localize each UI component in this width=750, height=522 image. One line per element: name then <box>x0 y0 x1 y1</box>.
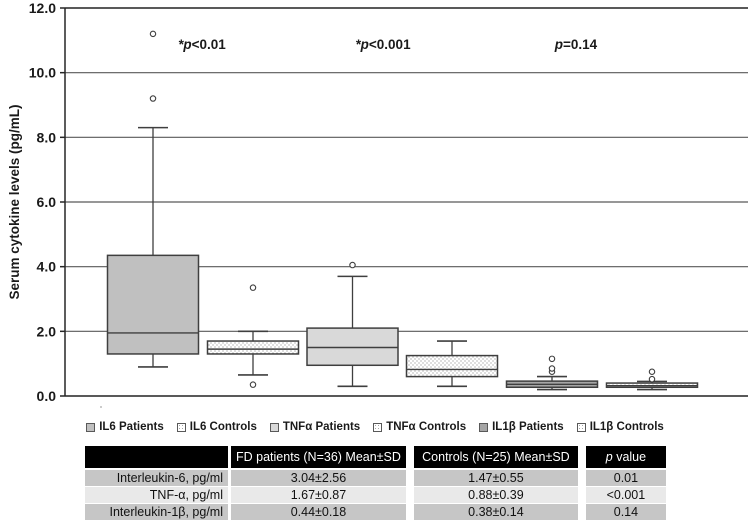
legend-item-1: IL6 Controls <box>176 421 257 433</box>
row-value: 0.14 <box>585 504 666 521</box>
chart-legend: IL6 Patients IL6 Controls TNFα Patients TNF… <box>0 419 750 435</box>
row-value: 0.44±0.18 <box>231 504 414 521</box>
y-axis-title: Serum cytokine levels (pg/mL) <box>7 104 22 299</box>
row-label: Interleukin-1β, pg/ml <box>85 504 231 521</box>
y-tick-label: 6.0 <box>37 194 57 210</box>
table-header-2: Controls (N=25) Mean±SD <box>413 446 586 470</box>
table-header-3: p value <box>585 446 666 470</box>
legend-item-5: IL1β Controls <box>576 421 664 433</box>
summary-table-head: FD patients (N=36) Mean±SD Controls (N=25… <box>85 446 666 470</box>
row-label: TNF-α, pg/ml <box>85 487 231 504</box>
p-value-annotation: *p<0.01 <box>178 37 226 52</box>
legend-swatch-icon <box>269 422 279 432</box>
row-value: 1.67±0.87 <box>231 487 414 504</box>
row-value: <0.001 <box>585 487 666 504</box>
stray-mark <box>100 406 102 408</box>
table-header-1: FD patients (N=36) Mean±SD <box>231 446 414 470</box>
legend-label: IL6 Controls <box>189 421 257 433</box>
row-value: 0.38±0.14 <box>413 504 586 521</box>
outlier-point <box>648 375 656 383</box>
y-tick-label: 10.0 <box>29 65 56 81</box>
legend-item-3: TNFα Controls <box>373 421 466 433</box>
outlier-point <box>249 381 257 388</box>
legend-swatch-icon <box>576 422 586 432</box>
table-header-row: FD patients (N=36) Mean±SD Controls (N=25… <box>85 446 666 470</box>
summary-table: FD patients (N=36) Mean±SD Controls (N=25… <box>85 446 666 521</box>
p-value-annotation: p=0.14 <box>554 37 598 52</box>
y-tick-label: 4.0 <box>37 259 57 275</box>
row-label: Interleukin-6, pg/ml <box>85 470 231 487</box>
y-tick-label: 12.0 <box>29 0 56 16</box>
legend-label: IL1β Controls <box>589 421 664 433</box>
legend-item-0: IL6 Patients <box>86 421 164 433</box>
row-value: 0.01 <box>585 470 666 487</box>
legend-swatch-icon <box>479 422 489 432</box>
boxplot-chart: 0.0 2.0 4.0 6.0 8.0 10.0 12.0 Serum cytokine le… <box>7 0 748 404</box>
outlier-point <box>648 368 656 375</box>
outlier-point <box>548 355 556 363</box>
legend-label: IL1β Patients <box>492 421 564 433</box>
legend-item-2: TNFα Patients <box>269 421 361 433</box>
y-tick-label: 2.0 <box>37 323 57 339</box>
legend-label: IL6 Patients <box>99 421 164 433</box>
legend-item-4: IL1β Patients <box>479 421 564 433</box>
row-value: 3.04±2.56 <box>231 470 414 487</box>
table-row: TNF-α, pg/ml 1.67±0.87 0.88±0.39 <0.001 <box>85 487 666 504</box>
legend-label: TNFα Patients <box>282 421 361 433</box>
outlier-point <box>249 284 257 291</box>
legend-swatch-icon <box>86 422 96 432</box>
p-value-annotation: *p<0.001 <box>355 37 411 52</box>
outlier-point <box>149 30 157 38</box>
box-2 <box>306 327 399 367</box>
table-header-0 <box>85 446 231 470</box>
box-3 <box>405 354 499 378</box>
box-1 <box>206 340 300 355</box>
table-row: Interleukin-1β, pg/ml 0.44±0.18 0.38±0.14 0… <box>85 504 666 521</box>
y-tick-label: 8.0 <box>37 129 57 145</box>
outlier-point <box>149 95 157 102</box>
row-value: 0.88±0.39 <box>413 487 586 504</box>
outlier-point <box>349 261 356 269</box>
boxplot-svg: 0.0 2.0 4.0 6.0 8.0 10.0 12.0 Serum cytokine le… <box>7 0 748 404</box>
legend-swatch-icon <box>176 422 186 432</box>
summary-table-body: Interleukin-6, pg/ml 3.04±2.56 1.47±0.55 0.… <box>85 470 666 521</box>
row-value: 1.47±0.55 <box>413 470 586 487</box>
box-0 <box>106 254 200 355</box>
legend-label: TNFα Controls <box>386 421 467 433</box>
table-row: Interleukin-6, pg/ml 3.04±2.56 1.47±0.55 0.… <box>85 470 666 487</box>
outlier-point <box>548 365 556 372</box>
legend-swatch-icon <box>373 422 383 432</box>
y-tick-label: 0.0 <box>37 388 57 404</box>
